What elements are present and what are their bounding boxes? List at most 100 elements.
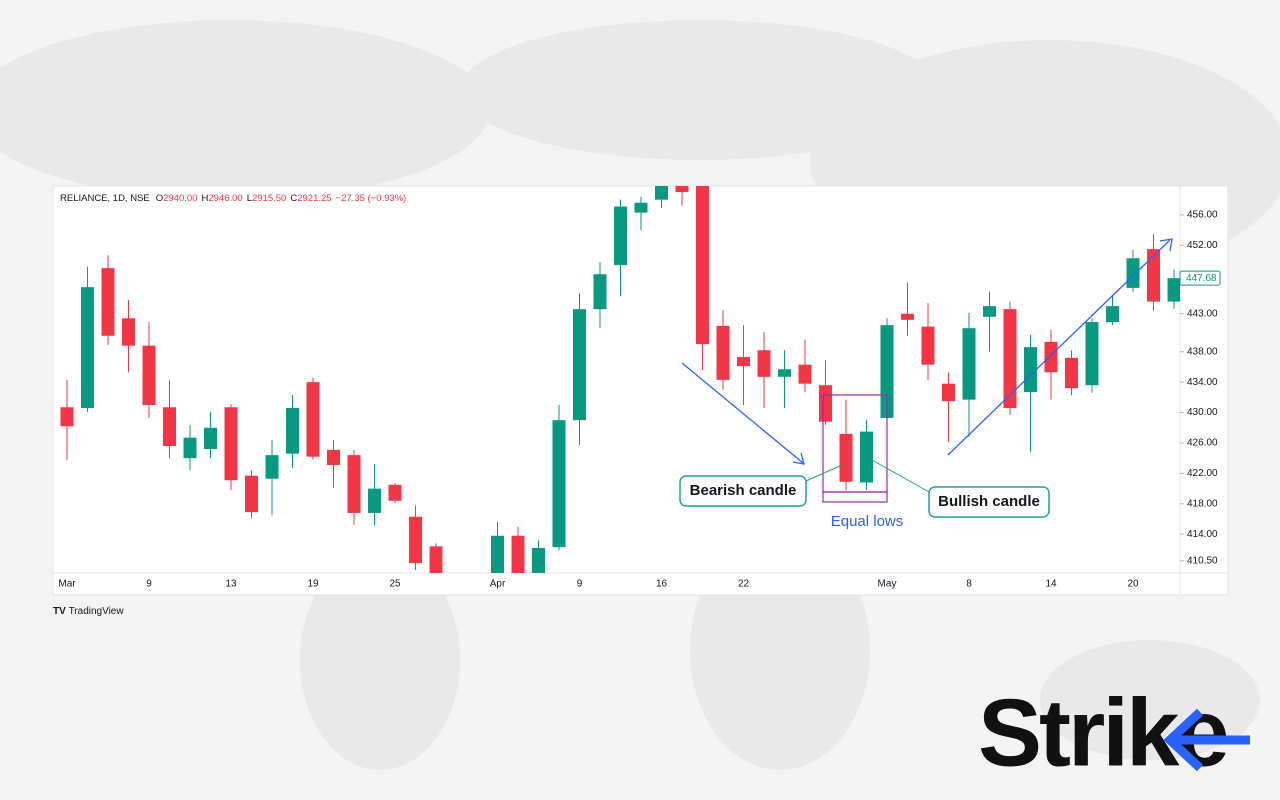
plot-area	[60, 186, 1180, 573]
annotation: Bullish candle	[938, 493, 1040, 510]
x-tick-label: 16	[656, 579, 668, 590]
x-tick-label: Apr	[490, 579, 506, 590]
candle-body	[552, 420, 566, 548]
drawings	[681, 238, 1173, 503]
candle-body	[819, 385, 832, 422]
ohlc-key: L	[247, 193, 252, 204]
candle-body	[1126, 258, 1140, 288]
y-tick-label: 410.50	[1187, 555, 1218, 566]
candle-body	[983, 306, 996, 317]
y-tick-label: 422.00	[1187, 468, 1218, 479]
candle-body	[921, 326, 935, 365]
candle-body	[942, 383, 955, 402]
candle-body	[347, 455, 361, 513]
chart-header: RELIANCE, 1D, NSE O2940.00 H2946.00 L2915.5…	[60, 193, 406, 204]
watermark-text: TradingView	[69, 606, 125, 617]
candle-body	[286, 408, 299, 454]
candle-body	[798, 364, 812, 384]
candle-body	[327, 449, 340, 466]
candle-body	[1106, 306, 1119, 323]
candle-body	[1065, 357, 1078, 389]
callout-box	[679, 475, 807, 507]
y-tick-label: 414.00	[1187, 529, 1218, 540]
candle-body	[901, 313, 914, 320]
x-tick-label: May	[878, 579, 897, 590]
change: −27.35 (−0.93%)	[336, 193, 407, 204]
candle-body	[573, 309, 586, 421]
candle-body	[675, 186, 689, 193]
candle-body	[839, 433, 853, 482]
x-tick-label: Mar	[58, 579, 76, 590]
price-tag-label: 447.68	[1186, 273, 1217, 284]
y-tick-label: 443.00	[1187, 308, 1218, 319]
candle-body	[163, 407, 176, 447]
price-tag	[1179, 270, 1221, 286]
annotation: Bearish candle	[690, 482, 797, 499]
ohlc-key: C	[290, 193, 297, 204]
x-tick-label: 13	[225, 579, 237, 590]
callout-box	[928, 486, 1050, 518]
annotation: Equal lows	[831, 513, 904, 530]
y-tick-label: 426.00	[1187, 438, 1218, 449]
ohlc-value: 2921.25	[297, 193, 331, 204]
y-tick-label: 456.00	[1187, 210, 1218, 221]
candle-body	[634, 202, 648, 213]
ohlc-value: 2940.00	[163, 193, 197, 204]
candle-body	[409, 516, 422, 564]
arrow-head	[792, 452, 805, 465]
candle-body	[757, 350, 771, 377]
candle-body	[183, 437, 197, 459]
candle-body	[778, 369, 791, 377]
brand-logo: Strike	[978, 679, 1227, 786]
candle-body	[388, 484, 402, 501]
chart-panel	[52, 185, 1229, 596]
candle-body	[60, 407, 74, 427]
candle-body	[655, 186, 668, 200]
ohlc-key: O	[156, 193, 163, 204]
candle-body	[122, 318, 135, 346]
candle-body	[511, 535, 525, 573]
x-tick-label: 8	[966, 579, 972, 590]
x-tick-label: 19	[307, 579, 319, 590]
candle-body	[1044, 341, 1058, 373]
candle-body	[245, 475, 258, 513]
arrow-head	[1159, 238, 1173, 252]
candle-body	[614, 206, 627, 266]
candle-body	[962, 328, 976, 400]
candle-body	[1085, 322, 1099, 386]
candle-body	[860, 431, 873, 483]
candle-body	[737, 357, 750, 367]
trend-line	[681, 362, 804, 464]
equal-lows-box	[822, 491, 888, 503]
candle-body	[1024, 347, 1037, 393]
x-tick-label: 22	[738, 579, 750, 590]
y-tick-label: 438.00	[1187, 346, 1218, 357]
candle-body	[81, 287, 94, 409]
candle-body	[593, 274, 607, 310]
y-tick-label: 418.00	[1187, 498, 1218, 509]
candle-body	[1147, 249, 1160, 302]
ohlc-key: H	[201, 193, 208, 204]
candle-body	[491, 535, 504, 573]
candle-body	[306, 382, 320, 457]
candle-body	[368, 488, 381, 513]
ohlc-value: 2915.50	[252, 193, 286, 204]
candle-body	[1167, 278, 1180, 302]
candle-body	[204, 427, 217, 450]
candle-body	[224, 407, 238, 481]
ohlc-value: 2946.00	[208, 193, 242, 204]
trend-line	[947, 239, 1171, 456]
candle-body	[101, 268, 115, 336]
y-tick-label: 452.00	[1187, 240, 1218, 251]
candle-body	[696, 186, 709, 345]
candle-body	[265, 455, 279, 479]
candle-body	[142, 345, 156, 405]
brand-arrow	[1163, 708, 1250, 772]
candle-body	[429, 546, 443, 573]
y-tick-label: 434.00	[1187, 377, 1218, 388]
candle-body	[716, 325, 730, 380]
y-tick-label: 430.00	[1187, 407, 1218, 418]
symbol: RELIANCE, 1D, NSE	[60, 193, 150, 204]
